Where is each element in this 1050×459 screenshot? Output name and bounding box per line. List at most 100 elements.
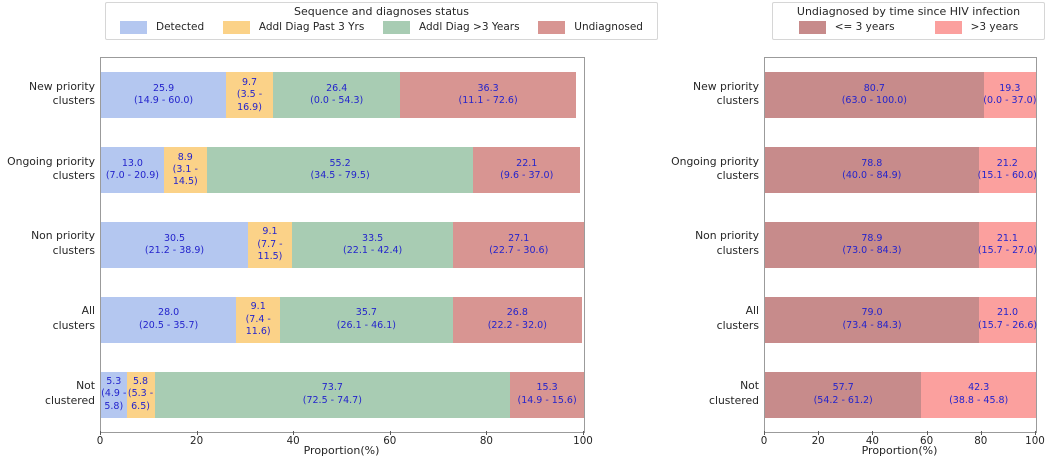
segment-value: 42.3 [968, 382, 990, 394]
bar-segment[interactable]: 9.1 (7.4 - 11.6) [236, 296, 281, 343]
bar-segment[interactable]: 36.3 (11.1 - 72.6) [400, 72, 576, 119]
bar-segment[interactable]: 42.3 (38.8 - 45.8) [921, 371, 1036, 418]
stacked-bar[interactable]: 80.7 (63.0 - 100.0) 19.3 (0.0 - 37.0) [765, 72, 1036, 119]
bar-segment[interactable]: 80.7 (63.0 - 100.0) [765, 72, 984, 119]
segment-interval: (5.3 - 6.5) [127, 388, 154, 412]
legend-swatch-icon [222, 20, 250, 34]
legend-swatch-icon [934, 20, 962, 34]
bar-segment[interactable]: 27.1 (22.7 - 30.6) [453, 221, 585, 268]
segment-value: 78.9 [861, 232, 883, 244]
tick-mark [926, 431, 928, 435]
legend-swatch-icon [798, 20, 826, 34]
bar-row: 79.0 (73.4 - 84.3) 21.0 (15.7 - 26.6) [765, 282, 1037, 357]
stacked-bar[interactable]: 57.7 (54.2 - 61.2) 42.3 (38.8 - 45.8) [765, 371, 1036, 418]
stacked-bar[interactable]: 78.8 (40.0 - 84.9) 21.2 (15.1 - 60.0) [765, 147, 1037, 194]
segment-interval: (63.0 - 100.0) [841, 95, 907, 107]
bar-segment[interactable]: 9.7 (3.5 - 16.9) [226, 72, 273, 119]
legend-item: Addl Diag Past 3 Yrs [222, 20, 365, 34]
tick-label: 0 [760, 435, 768, 447]
stacked-bar[interactable]: 25.9 (14.9 - 60.0) 9.7 (3.5 - 16.9) 26.4 (0.0… [101, 72, 584, 119]
bar-segment[interactable]: 5.3 (4.9 - 5.8) [101, 371, 127, 418]
tick-label: 0 [96, 435, 104, 447]
bar-segment[interactable]: 26.8 (22.2 - 32.0) [452, 296, 583, 343]
segment-interval: (15.1 - 60.0) [977, 170, 1037, 182]
legend-item-label: Addl Diag >3 Years [419, 21, 520, 34]
stacked-bar[interactable]: 78.9 (73.0 - 84.3) 21.1 (15.7 - 27.0) [765, 221, 1037, 268]
x-axis-title: Proportion(%) [861, 444, 938, 457]
bar-segment[interactable]: 25.9 (14.9 - 60.0) [101, 72, 227, 119]
stacked-bar[interactable]: 13.0 (7.0 - 20.9) 8.9 (3.1 - 14.5) 55.2 (34.5… [101, 147, 584, 194]
bar-segment[interactable]: 55.2 (34.5 - 79.5) [206, 147, 474, 194]
segment-value: 5.3 [106, 376, 122, 388]
segment-value: 21.0 [996, 307, 1019, 319]
bar-segment[interactable]: 22.1 (9.6 - 37.0) [473, 147, 581, 194]
category-label-row: New priority clusters [0, 57, 95, 132]
bar-row: 30.5 (21.2 - 38.9) 9.1 (7.7 - 11.5) 33.5 (22.… [101, 208, 585, 283]
bar-segment[interactable]: 21.0 (15.7 - 26.6) [978, 296, 1037, 343]
bar-row: 78.8 (40.0 - 84.9) 21.2 (15.1 - 60.0) [765, 133, 1037, 208]
segment-value: 28.0 [158, 307, 180, 319]
segment-interval: (3.1 - 14.5) [172, 164, 198, 188]
category-label: Not clustered [45, 379, 95, 407]
segment-interval: (3.5 - 16.9) [236, 89, 263, 113]
bar-row: 25.9 (14.9 - 60.0) 9.7 (3.5 - 16.9) 26.4 (0.0… [101, 58, 584, 133]
tick-label: 100 [1025, 435, 1045, 447]
tick-mark [100, 431, 101, 435]
bar-segment[interactable]: 79.0 (73.4 - 84.3) [765, 296, 980, 343]
x-axis-ticks: 0 20 40 60 80 100 [760, 431, 1045, 449]
bar-segment[interactable]: 5.8 (5.3 - 6.5) [126, 371, 155, 418]
category-label: Not clustered [709, 379, 759, 407]
segment-interval: (11.1 - 72.6) [458, 95, 518, 107]
category-label: Non priority clusters [695, 229, 759, 257]
bar-segment[interactable]: 26.4 (0.0 - 54.3) [272, 72, 401, 119]
category-label-row: Non priority clusters [0, 207, 95, 282]
bar-segment[interactable]: 21.1 (15.7 - 27.0) [978, 221, 1037, 268]
bar-segment[interactable]: 73.7 (72.5 - 74.7) [154, 371, 511, 418]
bar-segment[interactable]: 15.3 (14.9 - 15.6) [510, 371, 584, 418]
segment-value: 15.3 [536, 382, 558, 394]
segment-interval: (73.4 - 84.3) [842, 319, 902, 331]
bar-segment[interactable]: 8.9 (3.1 - 14.5) [163, 147, 207, 194]
segment-interval: (26.1 - 46.1) [336, 319, 396, 331]
bar-segment[interactable]: 9.1 (7.7 - 11.5) [248, 221, 292, 268]
legend-item: <= 3 years [798, 20, 895, 34]
bar-row: 28.0 (20.5 - 35.7) 9.1 (7.4 - 11.6) 35.7 (26.… [101, 282, 584, 357]
category-label: Ongoing priority clusters [7, 154, 95, 183]
tick-mark [1035, 431, 1036, 435]
stacked-bar[interactable]: 5.3 (4.9 - 5.8) 5.8 (5.3 - 6.5) 73.7 (72.5 - … [101, 371, 584, 418]
bar-segment[interactable]: 33.5 (22.1 - 42.4) [291, 221, 454, 268]
tick-mark [764, 431, 765, 435]
legend-item-label: Detected [156, 21, 205, 34]
tick-mark [293, 431, 295, 435]
segment-value: 36.3 [477, 83, 499, 95]
stacked-bar[interactable]: 28.0 (20.5 - 35.7) 9.1 (7.4 - 11.6) 35.7 (26.… [101, 296, 584, 343]
bar-segment[interactable]: 13.0 (7.0 - 20.9) [101, 147, 164, 194]
tick-mark [196, 431, 198, 435]
bar-segment[interactable]: 35.7 (26.1 - 46.1) [280, 296, 453, 343]
segment-value: 9.1 [262, 226, 278, 238]
bar-segment[interactable]: 19.3 (0.0 - 37.0) [983, 72, 1036, 119]
tick-label: 100 [573, 435, 593, 447]
bar-segment[interactable]: 30.5 (21.2 - 38.9) [101, 221, 249, 268]
legend-item-label: Addl Diag Past 3 Yrs [258, 21, 365, 34]
segment-value: 79.0 [861, 307, 883, 319]
segment-value: 78.8 [861, 157, 883, 169]
tick-label: 60 [920, 435, 934, 447]
segment-interval: (7.0 - 20.9) [105, 170, 159, 182]
tick-label: 80 [479, 435, 493, 447]
legend-box: Sequence and diagnoses status Detected Ad… [105, 2, 658, 40]
category-label-row: All clusters [0, 281, 95, 356]
bar-segment[interactable]: 57.7 (54.2 - 61.2) [765, 371, 922, 418]
segment-interval: (38.8 - 45.8) [949, 394, 1009, 406]
segment-interval: (21.2 - 38.9) [144, 244, 205, 256]
category-label-row: Ongoing priority clusters [660, 132, 759, 207]
stacked-bar[interactable]: 79.0 (73.4 - 84.3) 21.0 (15.7 - 26.6) [765, 296, 1037, 343]
category-label: All clusters [52, 304, 95, 332]
segment-value: 9.1 [250, 301, 266, 313]
bar-segment[interactable]: 78.9 (73.0 - 84.3) [765, 221, 979, 268]
bar-segment[interactable]: 28.0 (20.5 - 35.7) [101, 296, 237, 343]
bar-segment[interactable]: 78.8 (40.0 - 84.9) [765, 147, 979, 194]
bar-segment[interactable]: 21.2 (15.1 - 60.0) [977, 147, 1037, 194]
stacked-bar[interactable]: 30.5 (21.2 - 38.9) 9.1 (7.7 - 11.5) 33.5 (22.… [101, 221, 585, 268]
